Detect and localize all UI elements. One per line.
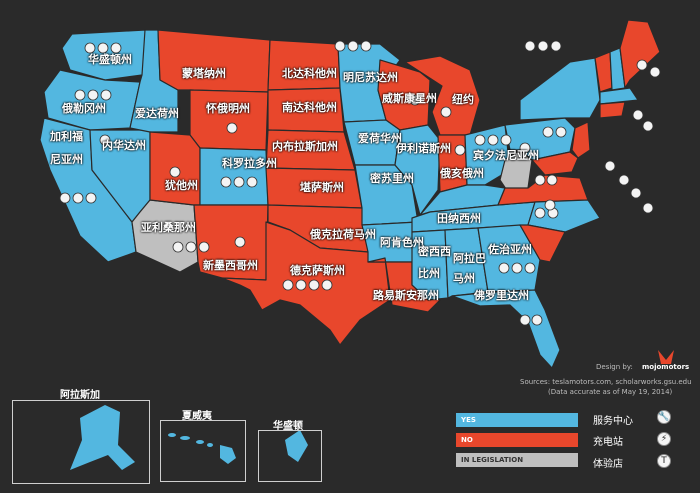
label-california-1: 加利福 xyxy=(50,130,83,143)
state-montana[interactable] xyxy=(157,29,271,93)
sources-text: Sources: teslamotors.com, scholarworks.g… xyxy=(520,378,692,386)
location-markers xyxy=(59,40,661,326)
tesla-logo-icon: T xyxy=(657,454,671,468)
legend-in-legislation: IN LEGISLATION xyxy=(456,453,578,467)
state-florida[interactable] xyxy=(451,289,561,369)
label-wyoming: 怀俄明州 xyxy=(206,102,250,115)
inset-alaska xyxy=(12,400,150,484)
label-mississippi-1: 密西西 xyxy=(418,245,451,258)
state-south-carolina[interactable] xyxy=(519,224,566,263)
legend-store: 体验店 xyxy=(593,459,623,470)
label-ohio: 俄亥俄州 xyxy=(440,167,484,180)
label-colorado: 科罗拉多州 xyxy=(222,157,277,170)
label-michigan: 纽约 xyxy=(452,93,474,106)
state-illinois[interactable] xyxy=(394,124,441,216)
label-washington: 华盛顿州 xyxy=(88,53,132,66)
state-connecticut[interactable] xyxy=(599,101,626,119)
inset-dc-title: 华盛顿 xyxy=(273,421,303,432)
label-minnesota: 明尼苏达州 xyxy=(343,71,398,84)
label-new-mexico: 新墨西哥州 xyxy=(203,259,258,272)
state-new-jersey[interactable] xyxy=(571,121,591,159)
inset-dc-shape xyxy=(285,430,308,462)
label-alabama-2: 马州 xyxy=(453,272,475,285)
label-arizona: 亚利桑那州 xyxy=(141,221,196,234)
legend-yes: YES xyxy=(456,413,578,427)
label-kansas: 堪萨斯州 xyxy=(300,181,344,194)
label-arkansas: 阿肯色州 xyxy=(380,236,424,249)
state-wyoming[interactable] xyxy=(189,89,269,151)
label-nevada: 内华达州 xyxy=(102,139,146,152)
state-virginia[interactable] xyxy=(497,174,589,206)
wrench-icon: 🔧 xyxy=(657,410,671,424)
state-maryland[interactable] xyxy=(531,151,579,176)
label-nebraska: 内布拉斯加州 xyxy=(272,140,338,153)
inset-alaska-title: 阿拉斯加 xyxy=(60,390,100,401)
state-north-dakota[interactable] xyxy=(267,39,341,91)
inset-hawaii-title: 夏威夷 xyxy=(182,411,212,422)
state-maine[interactable] xyxy=(619,19,661,89)
label-utah: 犹他州 xyxy=(165,179,198,192)
label-california-2: 尼亚州 xyxy=(50,153,83,166)
label-louisiana: 路易斯安那州 xyxy=(373,289,439,302)
label-north-dakota: 北达科他州 xyxy=(282,67,337,80)
label-illinois: 伊利诺斯州 xyxy=(396,142,451,155)
label-tennessee: 田纳西州 xyxy=(437,212,481,225)
inset-hawaii xyxy=(160,420,246,482)
inset-hawaii-shape xyxy=(168,433,236,464)
label-idaho: 爱达荷州 xyxy=(135,107,179,120)
label-oklahoma: 俄克拉荷马州 xyxy=(310,228,376,241)
legend-service-center: 服务中心 xyxy=(593,416,633,427)
lightning-icon: ⚡ xyxy=(657,432,671,446)
label-alabama-1: 阿拉巴 xyxy=(453,252,486,265)
legend-no: NO xyxy=(456,433,578,447)
state-arizona[interactable] xyxy=(131,199,199,273)
label-texas: 德克萨斯州 xyxy=(290,264,345,277)
label-oregon: 俄勒冈州 xyxy=(62,102,106,115)
label-south-dakota: 南达科他州 xyxy=(282,101,337,114)
label-georgia: 佐治亚州 xyxy=(488,243,532,256)
state-new-york[interactable] xyxy=(519,57,601,121)
label-florida: 佛罗里达州 xyxy=(474,289,529,302)
label-montana: 蒙塔纳州 xyxy=(182,67,226,80)
inset-dc xyxy=(258,430,322,482)
label-iowa: 爱荷华州 xyxy=(358,132,402,145)
design-credit: Design by: xyxy=(596,363,633,371)
legend-charging-station: 充电站 xyxy=(593,437,623,448)
brand-name: mojomotors xyxy=(642,363,690,371)
inset-alaska-shape xyxy=(70,405,135,470)
label-missouri: 密苏里州 xyxy=(370,172,414,185)
mojomotors-logo xyxy=(658,350,674,364)
accuracy-text: (Data accurate as of May 19, 2014) xyxy=(548,388,673,396)
label-wisconsin: 威斯康星州 xyxy=(382,92,437,105)
label-mississippi-2: 比州 xyxy=(418,267,440,280)
label-west-virginia: 宾夕法尼亚州 xyxy=(473,149,539,162)
state-massachusetts[interactable] xyxy=(599,87,639,105)
